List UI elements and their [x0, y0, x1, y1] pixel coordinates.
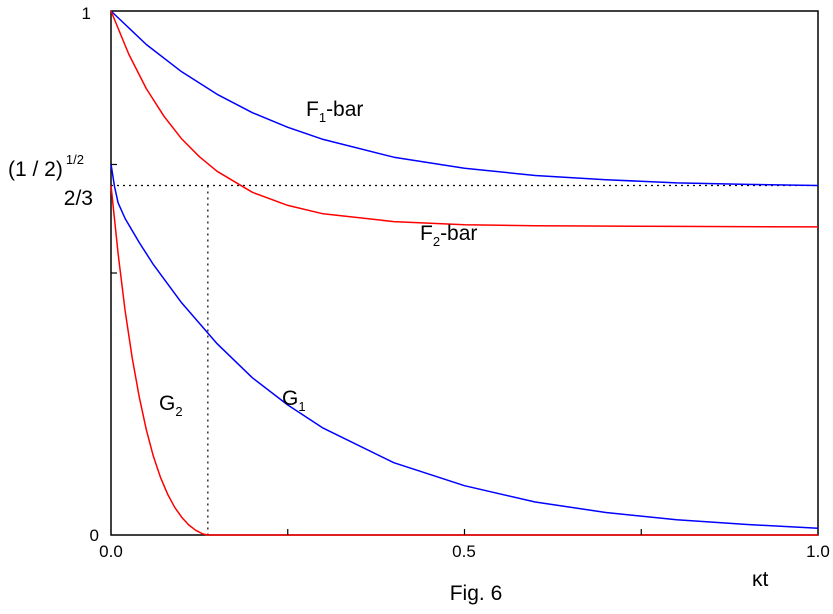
series-label-F2-bar: F2-bar	[420, 222, 477, 249]
series-label-F1-bar: F1-bar	[306, 98, 363, 125]
G2-main: G	[159, 392, 175, 415]
y-mark-sqrt-half-label: (1 / 2) 1/2	[8, 152, 84, 181]
figure-caption: Fig. 6	[450, 582, 503, 605]
series-line-F1-bar	[110, 10, 819, 187]
F1-bar-main: F	[306, 98, 319, 121]
x-tick-label-0.5: 0.5	[452, 542, 476, 561]
y-mark-two-thirds-label: 2/3	[64, 187, 93, 210]
G1-sub: 1	[298, 399, 305, 414]
series-label-G1: G1	[282, 387, 306, 414]
F1-bar-sub: 1	[319, 110, 326, 125]
F2-bar-main: F	[420, 222, 433, 245]
ticks	[111, 163, 642, 535]
reference-lines	[111, 184, 818, 535]
series-label-G2: G2	[159, 392, 183, 419]
G1-main: G	[282, 387, 298, 410]
F2-bar-sub: 2	[433, 234, 440, 249]
F1-bar-tail: -bar	[326, 98, 363, 121]
x-tick-label-0: 0.0	[99, 542, 123, 561]
sqrt-half-exponent: 1/2	[66, 152, 84, 167]
series-line-G2	[110, 185, 818, 536]
x-tick-label-1: 1.0	[806, 542, 830, 561]
series-layer	[110, 10, 819, 536]
x-axis-label: κt	[752, 568, 769, 591]
F2-bar-tail: -bar	[440, 222, 477, 245]
plot-frame	[110, 10, 819, 536]
series-line-F2-bar	[110, 10, 819, 228]
sqrt-half-base: (1 / 2)	[8, 158, 63, 181]
G2-sub: 2	[175, 404, 182, 419]
series-line-G1	[110, 163, 819, 529]
y-tick-label-1: 1	[82, 4, 91, 23]
y-tick-label-0: 0	[90, 526, 99, 545]
